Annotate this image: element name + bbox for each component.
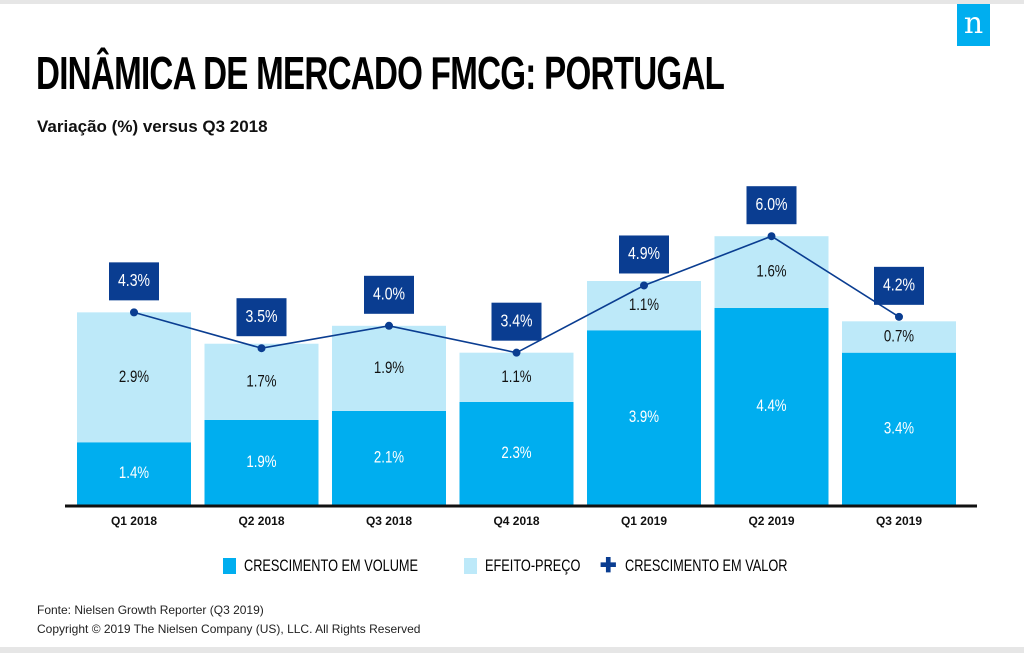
page-title: DINÂMICA DE MERCADO FMCG: PORTUGAL — [36, 47, 725, 99]
value-label-box — [874, 266, 924, 305]
bar-label-volume: 1.4% — [119, 464, 149, 483]
bar-price-effect — [459, 352, 574, 402]
value-label: 4.9% — [628, 244, 660, 264]
value-label: 3.4% — [501, 311, 533, 331]
value-point — [512, 348, 521, 357]
bar-label-volume: 2.3% — [501, 443, 531, 462]
bar-volume — [587, 330, 701, 505]
value-label: 4.2% — [883, 275, 915, 295]
bar-price-effect — [332, 325, 446, 411]
bar-price-effect — [77, 312, 191, 443]
bar-label-price: 0.7% — [884, 327, 914, 346]
value-point — [767, 232, 776, 241]
bar-label-price: 1.1% — [629, 296, 659, 315]
x-tick-label: Q1 2019 — [621, 514, 667, 528]
bar-price-effect — [204, 343, 319, 420]
bar-label-price: 1.1% — [501, 367, 531, 386]
value-label: 3.5% — [246, 306, 278, 326]
legend-item-price: EFEITO-PREÇO — [463, 553, 580, 578]
bar-price-effect — [842, 321, 956, 353]
value-label-box — [364, 275, 414, 314]
legend-label: EFEITO-PREÇO — [484, 555, 581, 575]
legend-label: CRESCIMENTO EM VALOR — [624, 555, 788, 575]
bar-label-price: 2.9% — [119, 367, 149, 386]
x-tick-label: Q3 2019 — [876, 514, 922, 528]
x-tick-label: Q2 2018 — [238, 514, 284, 528]
copyright-note: Copyright © 2019 The Nielsen Company (US… — [37, 622, 421, 636]
x-tick-label: Q4 2018 — [493, 514, 539, 528]
legend-swatch-price — [463, 557, 477, 574]
x-tick-label: Q1 2018 — [111, 514, 157, 528]
bar-volume — [714, 307, 829, 505]
bar-label-volume: 3.4% — [884, 419, 914, 438]
nielsen-logo: n — [957, 4, 990, 46]
value-point — [895, 312, 903, 321]
value-label-box — [109, 262, 159, 301]
value-label-box — [236, 298, 287, 337]
bar-label-price: 1.6% — [756, 262, 786, 281]
page-subtitle: Variação (%) versus Q3 2018 — [37, 117, 268, 136]
legend: CRESCIMENTO EM VOLUME EFEITO-PREÇO ✚ CRES… — [0, 553, 1024, 578]
bar-volume — [332, 410, 446, 505]
value-label: 4.0% — [373, 284, 405, 304]
bar-label-volume: 4.4% — [756, 396, 786, 415]
value-label: 6.0% — [756, 194, 788, 214]
value-label-box — [491, 302, 542, 341]
bar-label-volume: 2.1% — [374, 448, 404, 467]
bottom-border — [0, 647, 1024, 653]
bar-volume — [842, 352, 956, 505]
value-label-box — [746, 186, 797, 225]
bar-volume — [77, 442, 191, 505]
bar-label-volume: 1.9% — [246, 452, 276, 471]
value-label: 4.3% — [118, 271, 150, 291]
x-tick-label: Q3 2018 — [366, 514, 412, 528]
value-point — [257, 344, 266, 353]
source-note: Fonte: Nielsen Growth Reporter (Q3 2019) — [37, 603, 264, 617]
bar-label-volume: 3.9% — [629, 408, 659, 427]
top-border — [0, 0, 1024, 4]
bar-volume — [204, 419, 319, 505]
bar-volume — [459, 401, 574, 505]
legend-swatch-volume — [222, 557, 236, 574]
legend-item-volume: CRESCIMENTO EM VOLUME — [222, 553, 436, 578]
value-label-box — [619, 235, 669, 274]
legend-marker-value-icon: ✚ — [599, 555, 617, 577]
bar-label-price: 1.7% — [246, 372, 276, 391]
legend-item-value: ✚ CRESCIMENTO EM VALOR — [600, 553, 801, 578]
value-point — [640, 281, 648, 290]
bar-price-effect — [714, 236, 829, 308]
legend-label: CRESCIMENTO EM VOLUME — [243, 555, 418, 575]
bar-label-price: 1.9% — [374, 358, 404, 377]
value-point — [130, 308, 138, 317]
value-point — [385, 321, 393, 330]
x-tick-label: Q2 2019 — [748, 514, 794, 528]
